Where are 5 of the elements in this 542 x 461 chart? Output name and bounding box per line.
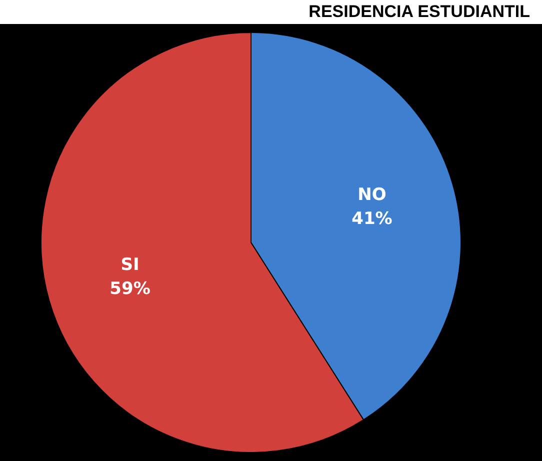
data-label: 41% (352, 208, 392, 229)
slice-label: NO (358, 184, 386, 205)
chart-title: RESIDENCIA ESTUDIANTIL (308, 1, 531, 23)
data-label: 59% (110, 279, 150, 300)
slice-label: SI (120, 255, 140, 276)
